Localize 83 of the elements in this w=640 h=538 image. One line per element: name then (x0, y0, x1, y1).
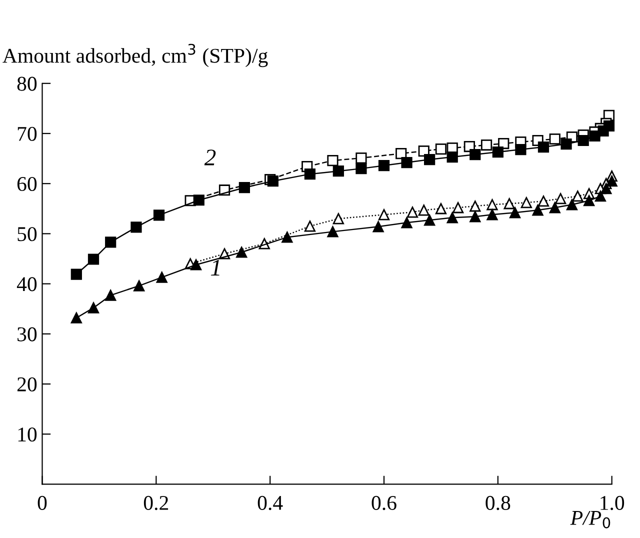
point (549, 202, 560, 214)
point (578, 134, 589, 146)
point (418, 204, 430, 216)
point (504, 198, 515, 210)
y-tick-label: 60 (17, 176, 37, 192)
point (238, 182, 250, 194)
point (327, 226, 338, 238)
point (538, 196, 550, 207)
point (356, 163, 367, 174)
y-axis-title: Amount adsorbed, cm$^{3}$ (STP)/g (2, 44, 268, 68)
annotation: 1 (210, 260, 220, 276)
y-tick-label: 80 (17, 76, 37, 91)
point (446, 212, 458, 224)
point (572, 190, 584, 202)
point (555, 193, 566, 204)
point (584, 195, 595, 206)
point (566, 199, 578, 210)
point (470, 211, 481, 222)
point (452, 202, 464, 214)
y-tick-label: 70 (18, 126, 37, 141)
y-tick-label: 20 (17, 377, 37, 392)
point (446, 151, 458, 163)
point (435, 143, 447, 155)
x-tick-label: 0.8 (486, 496, 510, 510)
y-tick-label: 40 (16, 277, 37, 292)
point (267, 176, 278, 187)
point (236, 246, 248, 258)
point (105, 290, 116, 301)
point (134, 280, 145, 292)
point (435, 203, 447, 214)
point (532, 204, 544, 216)
point (401, 156, 412, 168)
point (396, 148, 407, 160)
point (486, 199, 498, 210)
point (153, 210, 165, 221)
x-tick-label: 1.0 (600, 496, 624, 510)
point (509, 207, 521, 218)
point (606, 176, 618, 187)
point (538, 141, 550, 153)
point (332, 213, 344, 224)
point (70, 268, 82, 280)
point (372, 221, 384, 232)
point (88, 254, 100, 265)
point (560, 138, 572, 150)
point (156, 272, 168, 283)
point (105, 236, 116, 248)
point (378, 160, 390, 172)
point (332, 166, 344, 177)
point (378, 209, 390, 220)
y-tick-label: 50 (18, 227, 37, 242)
point (470, 148, 481, 160)
point (88, 302, 100, 314)
point (304, 220, 316, 232)
point (193, 194, 204, 206)
point (130, 222, 142, 233)
point (603, 120, 615, 132)
point (594, 190, 606, 202)
x-tick-label: 0.4 (258, 496, 283, 510)
point (486, 209, 498, 220)
point (401, 217, 412, 228)
x-tick-label: 0.2 (144, 496, 168, 510)
point (470, 200, 481, 212)
point (327, 154, 338, 166)
x-tick-label: 0.6 (372, 496, 396, 510)
point (424, 214, 436, 226)
x-tick-label: 0 (38, 496, 47, 510)
point (282, 232, 293, 243)
point (356, 152, 367, 164)
x-axis-title: P/P$_{0}$ (570, 510, 610, 528)
point (424, 154, 436, 166)
point (304, 168, 316, 180)
point (600, 183, 612, 194)
point (515, 144, 526, 156)
point (190, 259, 202, 270)
y-tick-label: 30 (18, 327, 37, 342)
y-tick-label: 10 (18, 427, 37, 442)
point (492, 146, 504, 158)
point (70, 312, 82, 324)
annotation: 2 (204, 150, 216, 166)
point (480, 139, 492, 151)
point (549, 133, 560, 145)
point (406, 206, 418, 218)
point (520, 197, 532, 208)
